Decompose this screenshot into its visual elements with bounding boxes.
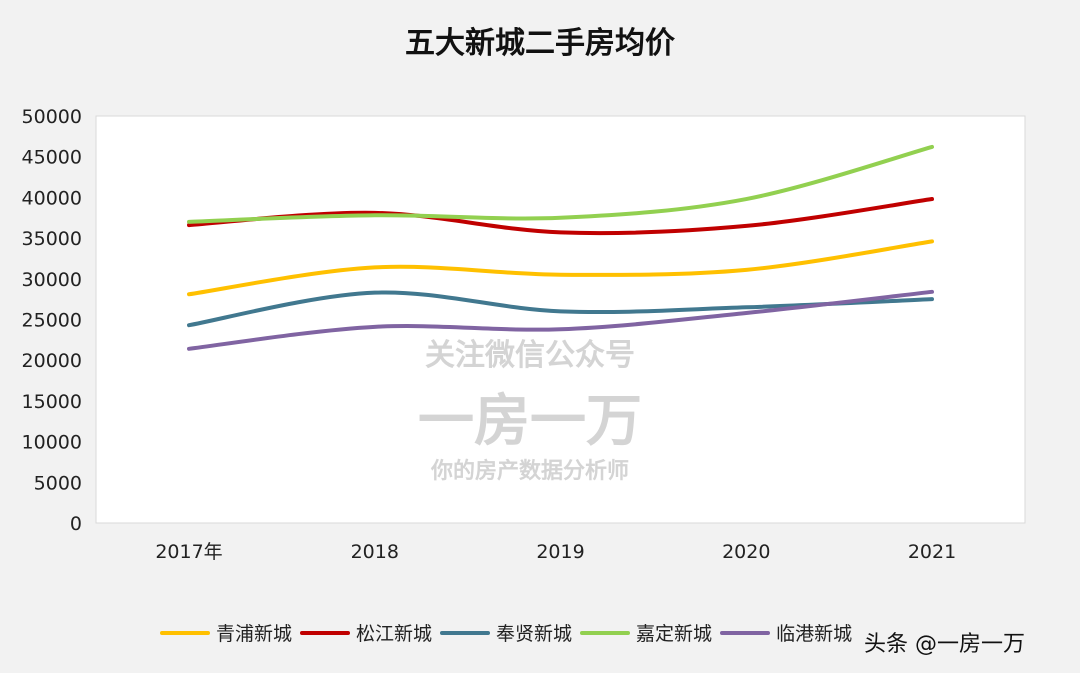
legend-item: 奉贤新城 — [440, 619, 572, 646]
legend-swatch — [720, 630, 771, 635]
chart-title: 五大新城二手房均价 — [405, 26, 675, 61]
y-tick-label: 5000 — [34, 472, 82, 494]
y-tick-label: 45000 — [22, 147, 82, 169]
legend-label: 松江新城 — [356, 623, 433, 645]
y-tick-label: 30000 — [22, 269, 82, 291]
legend-label: 奉贤新城 — [496, 623, 573, 645]
watermark-line3: 你的房产数据分析师 — [430, 458, 629, 484]
legend-label: 嘉定新城 — [636, 623, 713, 645]
legend-swatch — [300, 630, 351, 635]
series-line-5 — [187, 289, 934, 351]
y-tick-label: 0 — [70, 513, 82, 535]
plot-area — [95, 115, 1026, 524]
legend-swatch — [580, 630, 631, 635]
series-line-1 — [187, 239, 934, 297]
y-tick-label: 10000 — [22, 432, 82, 454]
x-tick-label: 2018 — [351, 541, 399, 563]
x-tick-label: 2020 — [722, 541, 770, 563]
legend-swatch — [440, 630, 491, 635]
y-tick-label: 50000 — [22, 106, 82, 128]
legend-item: 嘉定新城 — [580, 619, 712, 646]
legend-item: 临港新城 — [720, 619, 852, 646]
legend-item: 青浦新城 — [160, 619, 292, 646]
legend-label: 临港新城 — [776, 623, 853, 645]
x-tick-label: 2019 — [536, 541, 584, 563]
y-tick-label: 25000 — [22, 310, 82, 332]
y-tick-label: 35000 — [22, 228, 82, 250]
legend-item: 松江新城 — [300, 619, 432, 646]
credit-text: 头条 @一房一万 — [864, 632, 1025, 657]
legend-label: 青浦新城 — [216, 623, 293, 645]
watermark-line2: 一房一万 — [418, 389, 642, 454]
x-tick-label: 2017年 — [155, 541, 222, 563]
y-tick-label: 40000 — [22, 187, 82, 209]
watermark-line1: 关注微信公众号 — [425, 338, 635, 373]
x-tick-label: 2021 — [908, 541, 956, 563]
legend: 青浦新城 松江新城 奉贤新城 嘉定新城 临港新城 — [160, 619, 852, 646]
y-tick-label: 20000 — [22, 350, 82, 372]
series-line-2 — [187, 197, 934, 236]
legend-swatch — [160, 630, 210, 635]
series-line-4 — [187, 144, 934, 224]
y-tick-label: 15000 — [22, 391, 82, 413]
